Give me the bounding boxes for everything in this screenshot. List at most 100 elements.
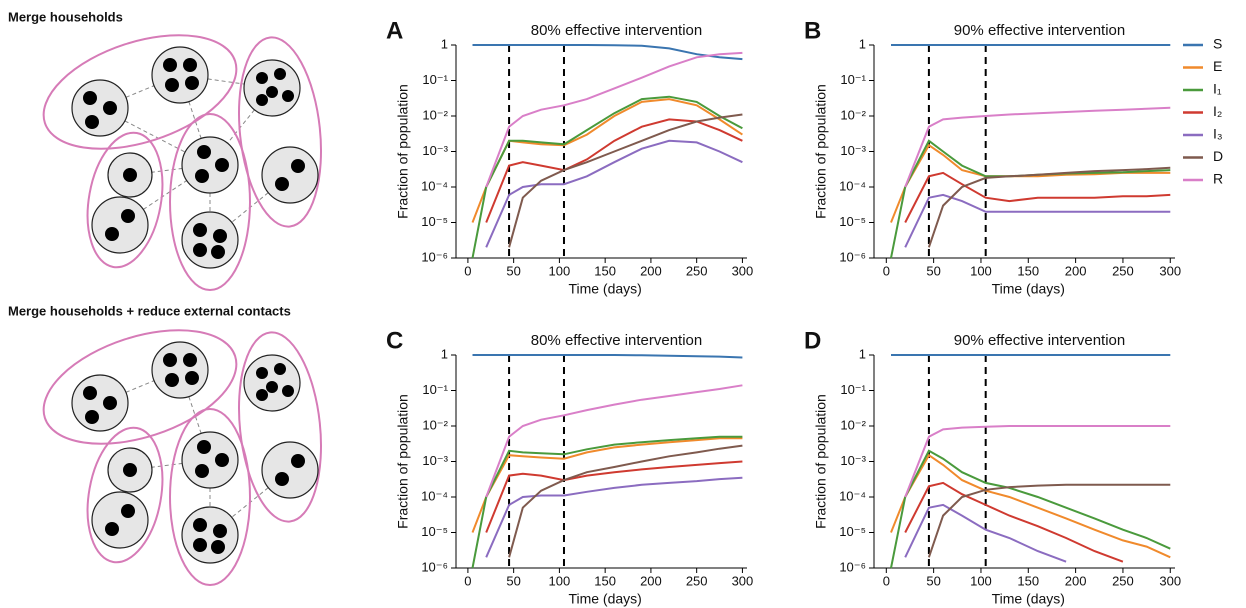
x-tick-label: 200: [640, 263, 662, 278]
y-tick-label: 10⁻²: [422, 417, 448, 432]
series-line: [485, 476, 743, 558]
y-tick-label: 10⁻⁵: [839, 524, 866, 539]
x-tick-label: 0: [464, 573, 471, 588]
x-tick-label: 200: [1065, 573, 1087, 588]
x-tick-label: 100: [549, 263, 571, 278]
x-tick-label: 50: [926, 573, 940, 588]
chart-title: 90% effective intervention: [954, 332, 1126, 349]
x-tick-label: 150: [1017, 573, 1039, 588]
series-line: [508, 444, 743, 558]
y-tick-label: 1: [441, 346, 448, 361]
x-tick-label: 100: [549, 573, 571, 588]
series-line: [904, 503, 1067, 563]
x-tick-label: 200: [640, 573, 662, 588]
x-tick-label: 50: [506, 573, 520, 588]
series-line: [471, 437, 743, 533]
y-axis-label: Fraction of population: [813, 394, 829, 529]
x-tick-label: 300: [732, 263, 754, 278]
series-line: [927, 166, 1171, 248]
series-line: [904, 481, 1124, 563]
household-diagram: [42, 34, 323, 291]
y-tick-label: 10⁻⁵: [839, 214, 866, 229]
x-tick-label: 0: [464, 263, 471, 278]
y-axis-label: Fraction of population: [395, 394, 411, 529]
x-tick-label: 100: [970, 263, 992, 278]
y-tick-label: 10⁻¹: [840, 72, 866, 87]
x-tick-label: 200: [1065, 263, 1087, 278]
y-tick-label: 10⁻⁶: [839, 559, 866, 574]
legend-label: I₂: [1213, 103, 1222, 119]
series-line: [485, 51, 743, 188]
panel-letter: B: [804, 17, 821, 44]
x-tick-label: 0: [883, 263, 890, 278]
series-line: [904, 425, 1171, 498]
series-line: [927, 483, 1171, 558]
y-tick-label: 10⁻⁵: [421, 214, 448, 229]
y-tick-label: 10⁻⁶: [421, 249, 448, 264]
y-tick-label: 10⁻²: [422, 107, 448, 122]
panel-letter: D: [804, 327, 821, 354]
y-tick-label: 10⁻⁶: [421, 559, 448, 574]
y-tick-label: 10⁻¹: [422, 382, 448, 397]
x-tick-label: 250: [1112, 263, 1134, 278]
panel-letter: C: [386, 327, 403, 354]
y-tick-label: 10⁻⁴: [839, 488, 866, 503]
legend-label: E: [1213, 58, 1222, 74]
x-tick-label: 150: [594, 263, 616, 278]
x-tick-label: 250: [686, 263, 708, 278]
series-line: [485, 384, 743, 498]
x-tick-label: 300: [1159, 573, 1181, 588]
y-axis-label: Fraction of population: [813, 84, 829, 219]
y-tick-label: 10⁻¹: [422, 72, 448, 87]
diagram-label: Merge households + reduce external conta…: [8, 303, 291, 318]
y-tick-label: 10⁻⁴: [839, 178, 866, 193]
diagram-label: Merge households: [8, 9, 123, 24]
x-tick-label: 0: [883, 573, 890, 588]
chart-title: 80% effective intervention: [531, 332, 703, 349]
x-tick-label: 300: [732, 573, 754, 588]
series-line: [508, 113, 743, 248]
x-axis-label: Time (days): [992, 281, 1065, 297]
x-axis-label: Time (days): [568, 281, 641, 297]
x-tick-label: 250: [686, 573, 708, 588]
legend-label: D: [1213, 148, 1223, 164]
x-tick-label: 150: [1017, 263, 1039, 278]
y-tick-label: 10⁻³: [840, 453, 866, 468]
y-tick-label: 10⁻³: [840, 143, 866, 158]
series-line: [485, 460, 743, 533]
y-tick-label: 10⁻¹: [840, 382, 866, 397]
y-axis-label: Fraction of population: [395, 84, 411, 219]
y-tick-label: 1: [441, 36, 448, 51]
series-line: [472, 44, 743, 61]
legend-label: I₁: [1213, 81, 1222, 97]
y-tick-label: 10⁻³: [422, 143, 448, 158]
chart-title: 90% effective intervention: [954, 22, 1126, 39]
panel-letter: A: [386, 17, 403, 44]
series-line: [904, 106, 1171, 188]
y-tick-label: 1: [859, 346, 866, 361]
x-tick-label: 250: [1112, 573, 1134, 588]
y-tick-label: 1: [859, 36, 866, 51]
series-line: [890, 453, 1171, 559]
x-axis-label: Time (days): [992, 591, 1065, 607]
series-line: [904, 171, 1171, 223]
legend-label: S: [1213, 36, 1222, 52]
series-line: [890, 449, 1171, 569]
legend-label: R: [1213, 171, 1223, 187]
x-tick-label: 50: [926, 263, 940, 278]
x-axis-label: Time (days): [568, 591, 641, 607]
x-tick-label: 100: [970, 573, 992, 588]
series-line: [904, 193, 1171, 248]
household-diagram: [42, 329, 323, 586]
series-line: [485, 139, 743, 248]
y-tick-label: 10⁻⁴: [421, 488, 448, 503]
y-tick-label: 10⁻³: [422, 453, 448, 468]
series-line: [485, 118, 743, 223]
y-tick-label: 10⁻²: [840, 417, 866, 432]
series-line: [471, 95, 743, 259]
x-tick-label: 150: [594, 573, 616, 588]
series-line: [471, 435, 743, 569]
y-tick-label: 10⁻⁵: [421, 524, 448, 539]
chart-title: 80% effective intervention: [531, 22, 703, 39]
